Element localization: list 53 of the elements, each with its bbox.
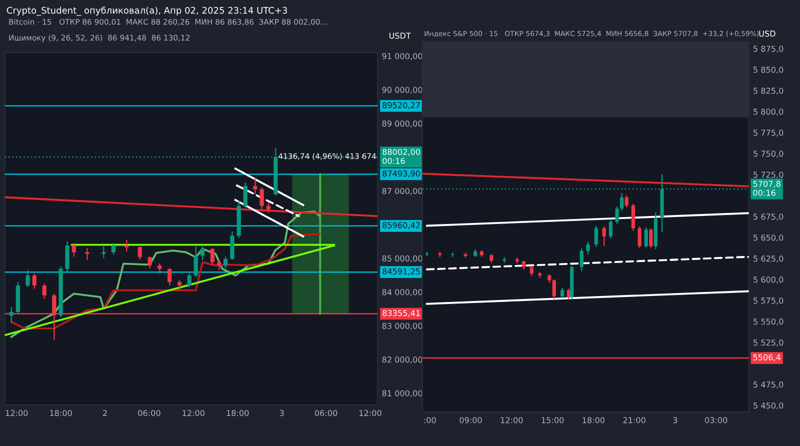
y-tick-label: 84 000,00 bbox=[382, 289, 422, 296]
y-tick-label: 5 550,0 bbox=[754, 318, 784, 326]
x-tick-label: 18:00 bbox=[226, 410, 249, 416]
x-tick-label: 12:00 bbox=[182, 410, 204, 416]
y-tick-label: 5 650,0 bbox=[754, 234, 784, 242]
y-tick-label: 5 625,0 bbox=[754, 256, 784, 262]
y-tick-label: 5 725,0 bbox=[754, 172, 784, 179]
y-tick-label: 81 000,00 bbox=[382, 390, 422, 398]
x-tick-label: 18:00 bbox=[50, 410, 72, 416]
y-tick-label: 5 675,0 bbox=[754, 214, 784, 221]
y-tick-label: 85 000,00 bbox=[382, 255, 422, 262]
y-tick-label: 5 775,0 bbox=[754, 130, 784, 137]
x-tick-label: 12:00 bbox=[500, 417, 523, 424]
y-tick-label: 87 000,00 bbox=[382, 188, 422, 195]
ref-line-label: 87493,90 bbox=[382, 170, 420, 178]
y-tick-label: 5 525,0 bbox=[754, 340, 784, 346]
x-tick-label: 09:00 bbox=[460, 417, 482, 424]
y-tick-label: 5 875,0 bbox=[754, 46, 784, 53]
y-tick-label: 5 475,0 bbox=[754, 381, 784, 388]
y-tick-label: 90 000,00 bbox=[382, 86, 422, 94]
y-tick-label: 5 575,0 bbox=[754, 298, 784, 304]
x-tick-label: 2 bbox=[103, 410, 107, 416]
text: Crypto_Student_ опубликовал(а), Апр 02, 2025 23:14 UTC+3 bbox=[6, 6, 287, 16]
y-tick-label: 91 000,00 bbox=[382, 53, 422, 60]
text: USD bbox=[759, 30, 776, 37]
y-tick-label: 82 000,00 bbox=[382, 356, 422, 364]
y-tick-label: 5 800,0 bbox=[754, 108, 784, 116]
x-tick-label: :00 bbox=[424, 417, 436, 424]
x-tick-label: 06:00 bbox=[138, 410, 160, 416]
y-tick-label: 5 850,0 bbox=[754, 66, 784, 74]
x-tick-label: 15:00 bbox=[542, 417, 564, 424]
x-tick-label: 12:00 bbox=[6, 410, 28, 416]
y-tick-label: 5 825,0 bbox=[754, 88, 784, 95]
x-tick-label: 06:00 bbox=[314, 410, 338, 416]
ref-line-label: 5707,8 00:16 bbox=[753, 180, 780, 196]
ref-line-label: 5506,4 bbox=[753, 354, 780, 362]
x-tick-label: 3 bbox=[280, 410, 284, 416]
x-tick-label: 18:00 bbox=[582, 417, 605, 424]
ref-line-label: 89520,27 bbox=[382, 102, 420, 110]
y-tick-label: 5 600,0 bbox=[754, 276, 784, 284]
x-tick-label: 3 bbox=[673, 417, 678, 424]
ref-line-label: 88002,00 00:16 bbox=[382, 148, 420, 164]
text: USDT bbox=[389, 32, 411, 39]
y-tick-label: 89 000,00 bbox=[382, 120, 422, 128]
y-tick-label: 5 750,0 bbox=[754, 150, 784, 158]
x-tick-label: 21:00 bbox=[623, 417, 646, 424]
ref-line-label: 85960,42 bbox=[382, 222, 420, 230]
ref-line-label: 83355,41 bbox=[382, 310, 420, 317]
ref-line-label: 84591,25 bbox=[382, 268, 420, 276]
x-tick-label: 12:00 bbox=[360, 410, 382, 416]
y-tick-label: 83 000,00 bbox=[382, 322, 422, 330]
y-tick-label: 5 450,0 bbox=[754, 402, 784, 410]
x-tick-label: 03:00 bbox=[705, 417, 728, 424]
